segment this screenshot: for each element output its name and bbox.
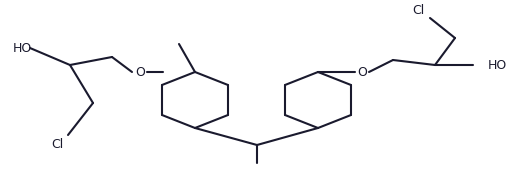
Text: HO: HO	[488, 58, 507, 71]
Text: O: O	[357, 66, 367, 79]
Text: HO: HO	[13, 41, 32, 54]
Text: Cl: Cl	[412, 3, 424, 16]
Text: O: O	[135, 66, 145, 79]
Text: Cl: Cl	[51, 138, 63, 151]
